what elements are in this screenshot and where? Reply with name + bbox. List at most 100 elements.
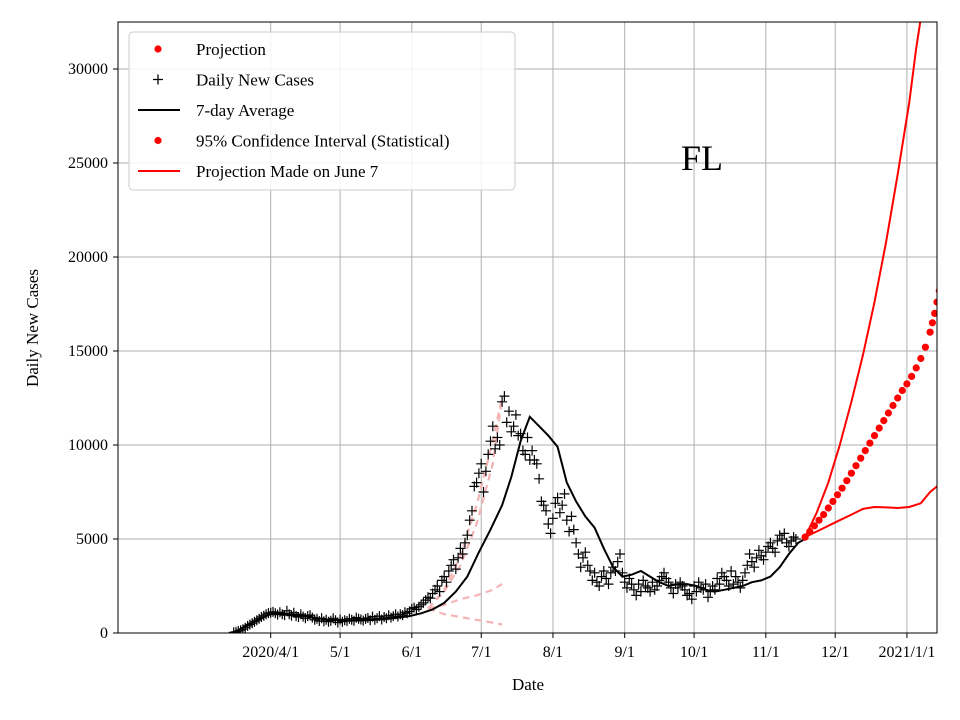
projection-point [875, 424, 883, 432]
daily-case-point [628, 584, 639, 595]
daily-case-point [638, 575, 649, 586]
daily-case-point [700, 579, 711, 590]
daily-case-point [494, 440, 505, 450]
daily-case-point [703, 592, 713, 603]
daily-case-point [328, 613, 339, 624]
daily-case-point [305, 610, 315, 621]
daily-case-point [492, 432, 503, 443]
x-tick-label: 2020/4/1 [242, 644, 299, 661]
daily-case-point [372, 613, 383, 624]
daily-case-point [485, 436, 496, 447]
daily-case-point [571, 537, 582, 548]
daily-case-point [566, 511, 577, 522]
daily-case-point [527, 445, 538, 456]
daily-case-point [337, 616, 348, 627]
daily-case-point [603, 579, 614, 590]
daily-case-point [483, 449, 494, 460]
daily-case-point [589, 567, 600, 578]
projection-point [880, 417, 888, 425]
x-tick-label: 6/1 [402, 644, 422, 661]
projection-june7-lower-line [427, 607, 503, 626]
legend-label: 7-day Average [196, 101, 294, 120]
projection-point [870, 432, 879, 440]
legend-label: Daily New Cases [196, 71, 314, 90]
daily-case-point [501, 417, 512, 428]
projection-point [833, 491, 842, 499]
daily-case-point [753, 545, 764, 556]
projection-point [952, 188, 959, 195]
x-tick-label: 7/1 [471, 644, 491, 661]
projection-point [921, 343, 930, 351]
daily-case-point [279, 610, 290, 621]
daily-case-point [513, 430, 524, 441]
daily-case-point [420, 595, 431, 606]
legend-label: Projection Made on June 7 [196, 162, 379, 181]
x-tick-label: 9/1 [614, 644, 634, 661]
daily-case-point [441, 577, 452, 588]
daily-case-point [594, 581, 605, 591]
daily-case-point [582, 560, 593, 571]
daily-case-point [733, 577, 743, 588]
projection-point [954, 173, 960, 180]
daily-case-point [425, 593, 436, 604]
daily-case-point [652, 581, 663, 591]
projection-point [824, 504, 832, 512]
daily-case-point [744, 549, 755, 559]
projection-point [810, 522, 819, 530]
projection-point [843, 477, 851, 485]
daily-case-point [538, 500, 549, 511]
projection-point [815, 516, 823, 524]
daily-case-point [598, 566, 609, 576]
projection-point [861, 447, 869, 455]
daily-case-point [578, 552, 588, 563]
daily-case-point [274, 607, 285, 618]
daily-case-point [668, 588, 679, 599]
y-tick-label: 20000 [68, 249, 108, 266]
daily-case-point [714, 579, 725, 590]
legend-box [128, 31, 516, 191]
projection-point [806, 527, 814, 536]
projection-point [938, 276, 945, 283]
daily-case-point [712, 573, 723, 584]
projection-point [945, 233, 952, 240]
daily-case-point [640, 581, 651, 591]
projection-point [866, 439, 874, 447]
daily-case-point [416, 599, 427, 610]
x-axis-label: Date [512, 675, 544, 694]
legend: Projection Daily New Cases 7-day Average 95… [128, 31, 516, 191]
projection-point [957, 156, 960, 163]
projection-point [912, 364, 920, 372]
daily-case-point [504, 406, 514, 417]
daily-case-point [362, 613, 373, 623]
daily-case-point [432, 581, 443, 591]
daily-case-point [740, 567, 750, 578]
projection-point [926, 328, 934, 336]
daily-case-point [510, 409, 521, 420]
daily-case-point [471, 477, 482, 488]
legend-label: 95% Confidence Interval (Statistical) [196, 132, 450, 151]
y-tick-label: 10000 [68, 437, 108, 454]
daily-case-point [487, 421, 498, 432]
daily-case-point [457, 549, 468, 559]
y-tick-label: 15000 [68, 343, 108, 360]
projection-point [947, 218, 954, 225]
y-axis-label: Daily New Cases [23, 269, 42, 387]
axis-ticks: 2020/4/1 5/1 6/1 7/1 8/1 9/1 10/1 11/1 12/1 2021/… [68, 61, 935, 661]
daily-case-point [760, 547, 771, 558]
daily-case-point [770, 547, 781, 558]
projection-point [898, 386, 906, 395]
projection-point [933, 298, 937, 306]
daily-case-point [462, 530, 473, 541]
projection-point [917, 354, 925, 363]
chart-title-state: FL [681, 138, 723, 178]
projection-point [943, 248, 950, 255]
projection-point [928, 319, 937, 327]
daily-case-point [635, 586, 646, 597]
daily-case-point [721, 575, 732, 586]
x-tick-label: 2021/1/1 [878, 644, 935, 661]
daily-case-point [309, 614, 320, 625]
daily-case-point [295, 609, 306, 620]
daily-case-point [790, 534, 801, 544]
daily-case-point [473, 468, 484, 479]
